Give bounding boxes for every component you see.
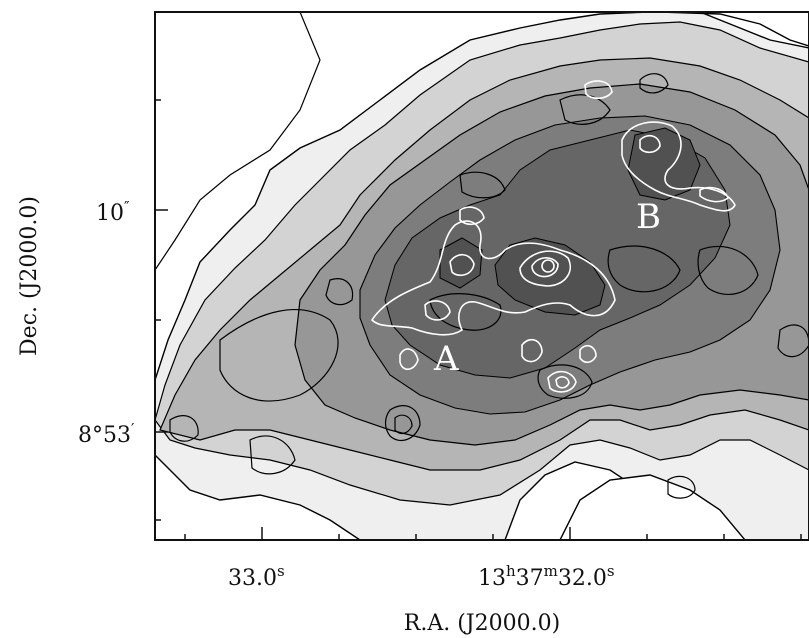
emission-level-7-core-a: [494, 237, 606, 316]
black-contours: [169, 73, 809, 499]
x-tick-seconds: 32.0: [558, 566, 607, 591]
x-axis-title: R.A. (J2000.0): [404, 611, 560, 636]
x-tick-h-unit: h: [506, 562, 516, 580]
white-contours: [370, 80, 736, 393]
y-tick-853-sup: ′: [131, 420, 135, 438]
region-label-a: A: [433, 339, 459, 379]
tick-marks: [155, 99, 802, 540]
x-tick-label-13h37m32s: 13h37m32.0s: [478, 562, 615, 591]
greyscale-map: [155, 12, 809, 540]
y-tick-853-main: 8°53: [78, 423, 131, 448]
x-tick-label-33s: 33.0s: [228, 562, 285, 591]
x-tick-m-unit: m: [544, 562, 558, 580]
empty-region-top-left: [155, 12, 321, 272]
y-tick-10-main: 10: [96, 201, 124, 226]
x-tick-minutes: 37: [516, 566, 544, 591]
region-label-b: B: [636, 197, 661, 237]
x-tick-s-unit: s: [607, 562, 615, 580]
y-tick-label-10: 10″: [96, 198, 130, 226]
x-tick-33-num: 33.0: [228, 566, 277, 591]
y-axis-title: Dec. (J2000.0): [17, 196, 42, 356]
emission-level-7-core-b: [627, 127, 701, 201]
plot-frame: [154, 11, 809, 541]
empty-region-bottom: [559, 474, 746, 540]
x-tick-33-unit: s: [277, 562, 285, 580]
emission-level-7-core-c: [439, 237, 483, 289]
y-tick-10-sup: ″: [124, 198, 130, 216]
x-tick-hours: 13: [478, 566, 506, 591]
y-tick-label-853: 8°53′: [78, 420, 135, 448]
